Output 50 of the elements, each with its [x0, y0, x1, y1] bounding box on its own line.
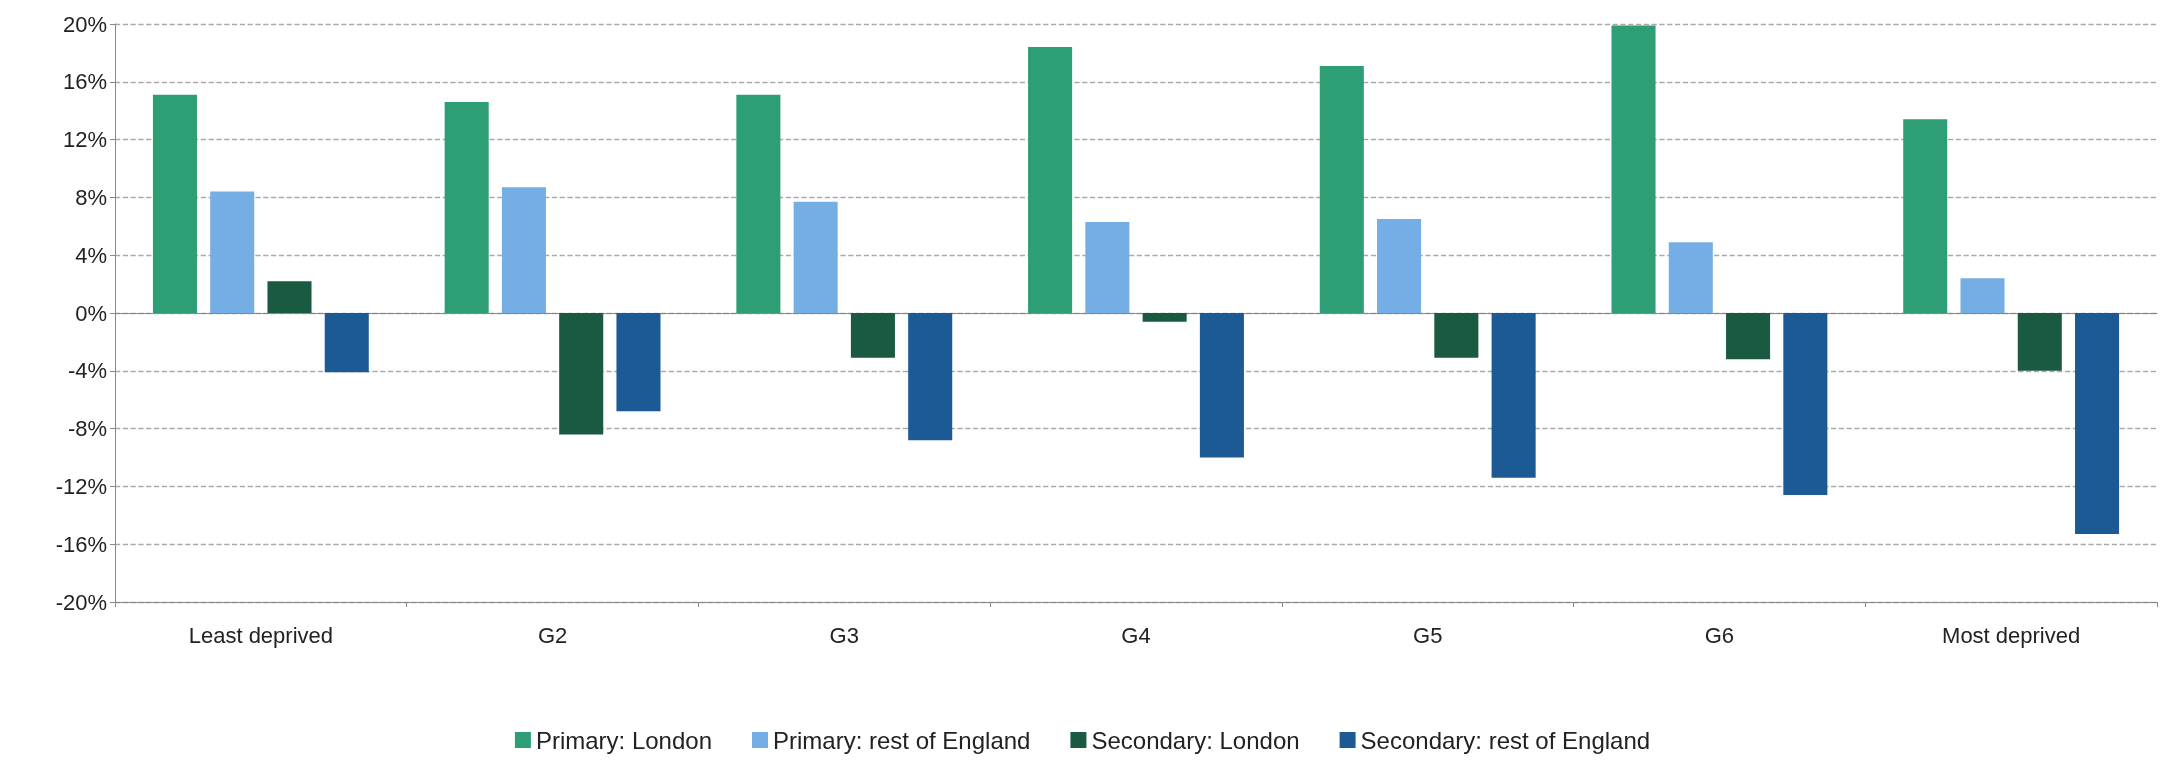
bar — [559, 313, 604, 435]
bar — [324, 313, 369, 373]
x-tick-label: G4 — [1121, 622, 1151, 648]
y-tick-label: 0% — [75, 300, 107, 326]
bar — [267, 281, 312, 313]
bar — [1611, 25, 1656, 313]
x-tick-label: G6 — [1704, 622, 1735, 648]
bar — [793, 201, 838, 313]
y-tick-label: -4% — [67, 358, 107, 384]
legend-label: Secondary: London — [1091, 726, 1300, 754]
y-tick-label: -12% — [55, 473, 107, 499]
bar — [444, 102, 489, 313]
bar — [1142, 313, 1187, 322]
bar — [1319, 65, 1364, 313]
x-tick-label: G3 — [829, 622, 859, 648]
bar — [2017, 313, 2062, 371]
bar — [501, 187, 546, 313]
bar — [850, 313, 895, 358]
x-tick-label: G5 — [1413, 622, 1443, 648]
y-tick-label: 8% — [75, 184, 107, 210]
legend-label: Primary: London — [535, 726, 712, 754]
bar — [1903, 119, 1948, 313]
bar — [616, 313, 661, 412]
y-tick-label: 4% — [75, 242, 107, 268]
x-tick-label: Least deprived — [188, 622, 334, 648]
bar — [1377, 219, 1422, 313]
y-tick-label: 20% — [62, 11, 107, 37]
bar — [1434, 313, 1479, 358]
x-tick-label: Most deprived — [1942, 622, 2081, 648]
y-tick-label: -8% — [67, 416, 107, 442]
bar — [1783, 313, 1828, 496]
bar — [1726, 313, 1771, 360]
x-tick-label: G2 — [537, 622, 568, 648]
bar — [1028, 47, 1073, 313]
bar — [908, 313, 953, 441]
bar — [1668, 242, 1713, 313]
bar — [1960, 278, 2005, 313]
bar — [1085, 221, 1130, 313]
y-tick-label: 16% — [62, 69, 107, 95]
bar — [736, 94, 781, 313]
legend-label: Secondary: rest of England — [1360, 726, 1651, 754]
bar — [210, 191, 255, 313]
legend-label: Primary: rest of England — [772, 726, 1031, 754]
y-tick-label: -20% — [55, 589, 107, 615]
bar — [1491, 313, 1536, 478]
bar — [2075, 313, 2120, 535]
bar — [152, 94, 197, 313]
bar — [1199, 313, 1244, 458]
y-tick-label: -16% — [55, 531, 107, 557]
y-tick-label: 12% — [62, 127, 107, 153]
